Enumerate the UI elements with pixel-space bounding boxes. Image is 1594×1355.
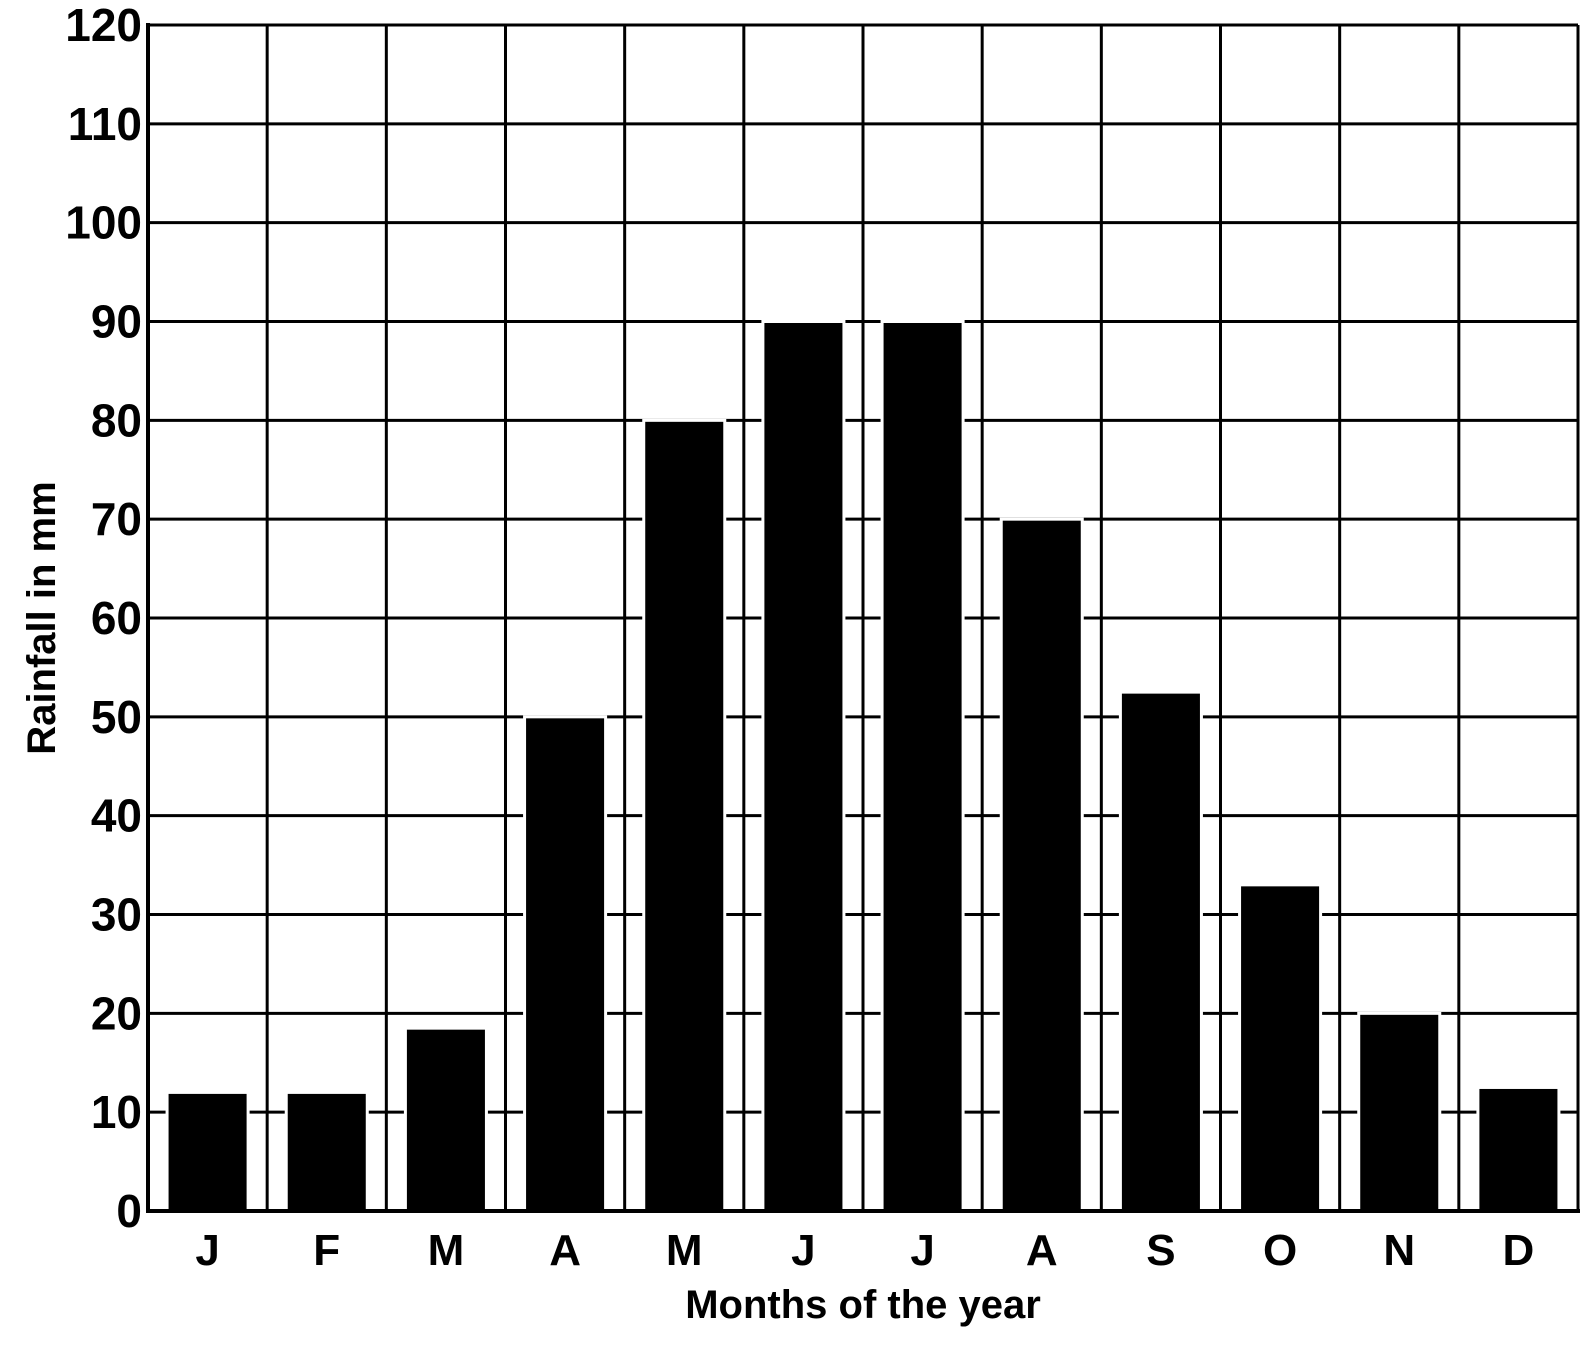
y-tick-label: 30 (91, 889, 142, 941)
y-tick-label: 40 (91, 790, 142, 842)
bar-3 (403, 1026, 488, 1213)
x-tick-label: J (910, 1226, 934, 1275)
x-tick-label: A (1026, 1226, 1058, 1275)
x-tick-label: M (428, 1226, 465, 1275)
bar-7 (880, 320, 965, 1213)
x-tick-label: S (1146, 1226, 1175, 1275)
bar-2 (284, 1090, 369, 1213)
bar-8 (999, 517, 1084, 1213)
bar-10 (1238, 883, 1323, 1213)
bar-11 (1357, 1011, 1442, 1213)
x-tick-label: M (666, 1226, 703, 1275)
x-tick-label: D (1503, 1226, 1535, 1275)
y-tick-label: 90 (91, 296, 142, 348)
x-tick-label: F (313, 1226, 340, 1275)
y-tick-label: 20 (91, 987, 142, 1039)
bar-5 (642, 418, 727, 1213)
x-tick-label: J (791, 1226, 815, 1275)
bar-1 (165, 1090, 250, 1213)
y-tick-label: 120 (65, 0, 142, 51)
y-tick-label: 80 (91, 394, 142, 446)
chart-frame (146, 23, 1580, 1213)
x-tick-label: J (195, 1226, 219, 1275)
x-tick-label: N (1383, 1226, 1415, 1275)
y-tick-label: 60 (91, 592, 142, 644)
chart-bars (165, 320, 1561, 1213)
x-axis-title: Months of the year (685, 1283, 1041, 1327)
y-tick-label: 50 (91, 691, 142, 743)
bar-9 (1118, 690, 1203, 1213)
y-axis-ticks: 0 10 20 30 40 50 60 70 80 90 100 110 120 (65, 0, 142, 1237)
y-tick-label: 0 (116, 1185, 142, 1237)
y-tick-label: 100 (65, 197, 142, 249)
y-axis-title: Rainfall in mm (20, 481, 64, 754)
x-tick-label: O (1263, 1226, 1297, 1275)
y-tick-label: 110 (68, 98, 142, 150)
bar-4 (523, 715, 608, 1213)
bar-12 (1476, 1085, 1561, 1213)
x-tick-label: A (549, 1226, 581, 1275)
y-tick-label: 10 (91, 1086, 142, 1138)
bar-6 (761, 320, 846, 1213)
y-tick-label: 70 (91, 493, 142, 545)
